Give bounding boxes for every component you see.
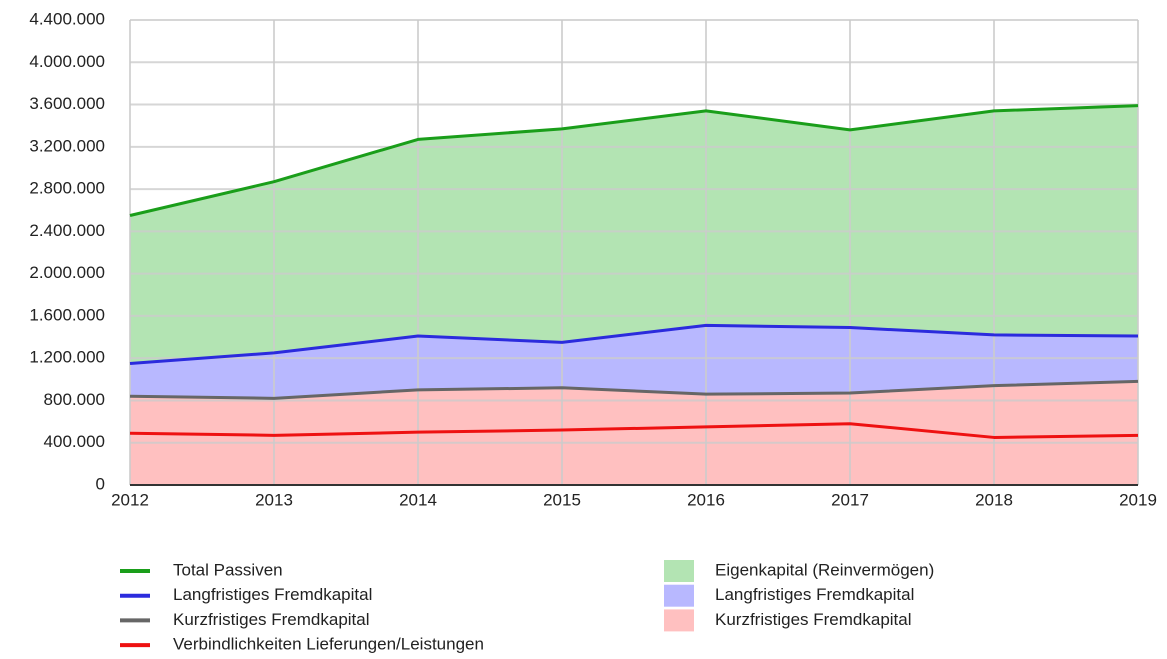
legend-label: Langfristiges Fremdkapital xyxy=(715,585,914,604)
x-tick-label: 2017 xyxy=(831,490,869,509)
legend-swatch xyxy=(664,609,694,632)
legend-label: Verbindlichkeiten Lieferungen/Leistungen xyxy=(173,635,484,654)
x-tick-label: 2015 xyxy=(543,490,581,509)
x-tick-label: 2019 xyxy=(1119,490,1157,509)
legend-label: Total Passiven xyxy=(173,560,283,579)
x-tick-label: 2012 xyxy=(111,490,149,509)
x-tick-label: 2014 xyxy=(399,490,437,509)
y-tick-label: 0 xyxy=(96,474,105,493)
y-tick-label: 3.600.000 xyxy=(29,94,105,113)
line xyxy=(129,104,1139,217)
y-tick-label: 3.200.000 xyxy=(29,136,105,155)
legend-swatch xyxy=(664,584,694,607)
y-tick-label: 2.000.000 xyxy=(29,263,105,282)
y-tick-label: 800.000 xyxy=(44,390,105,409)
x-tick-label: 2018 xyxy=(975,490,1013,509)
area xyxy=(130,325,1138,399)
line xyxy=(129,422,1139,439)
line xyxy=(129,323,1139,365)
y-tick-label: 2.400.000 xyxy=(29,221,105,240)
y-tick-label: 4.000.000 xyxy=(29,52,105,71)
y-tick-label: 1.200.000 xyxy=(29,348,105,367)
y-tick-label: 400.000 xyxy=(44,432,105,451)
area xyxy=(130,381,1138,485)
x-tick-label: 2013 xyxy=(255,490,293,509)
area xyxy=(130,105,1138,364)
y-tick-label: 2.800.000 xyxy=(29,179,105,198)
legend-swatch xyxy=(664,560,694,582)
x-tick-label: 2016 xyxy=(687,490,725,509)
legend-label: Eigenkapital (Reinvermögen) xyxy=(715,560,934,579)
legend-label: Kurzfristiges Fremdkapital xyxy=(173,610,370,629)
legend-label: Langfristiges Fremdkapital xyxy=(173,585,372,604)
y-tick-label: 1.600.000 xyxy=(29,305,105,324)
legend-label: Kurzfristiges Fremdkapital xyxy=(715,610,912,629)
y-tick-label: 4.400.000 xyxy=(29,9,105,28)
line xyxy=(129,379,1139,400)
